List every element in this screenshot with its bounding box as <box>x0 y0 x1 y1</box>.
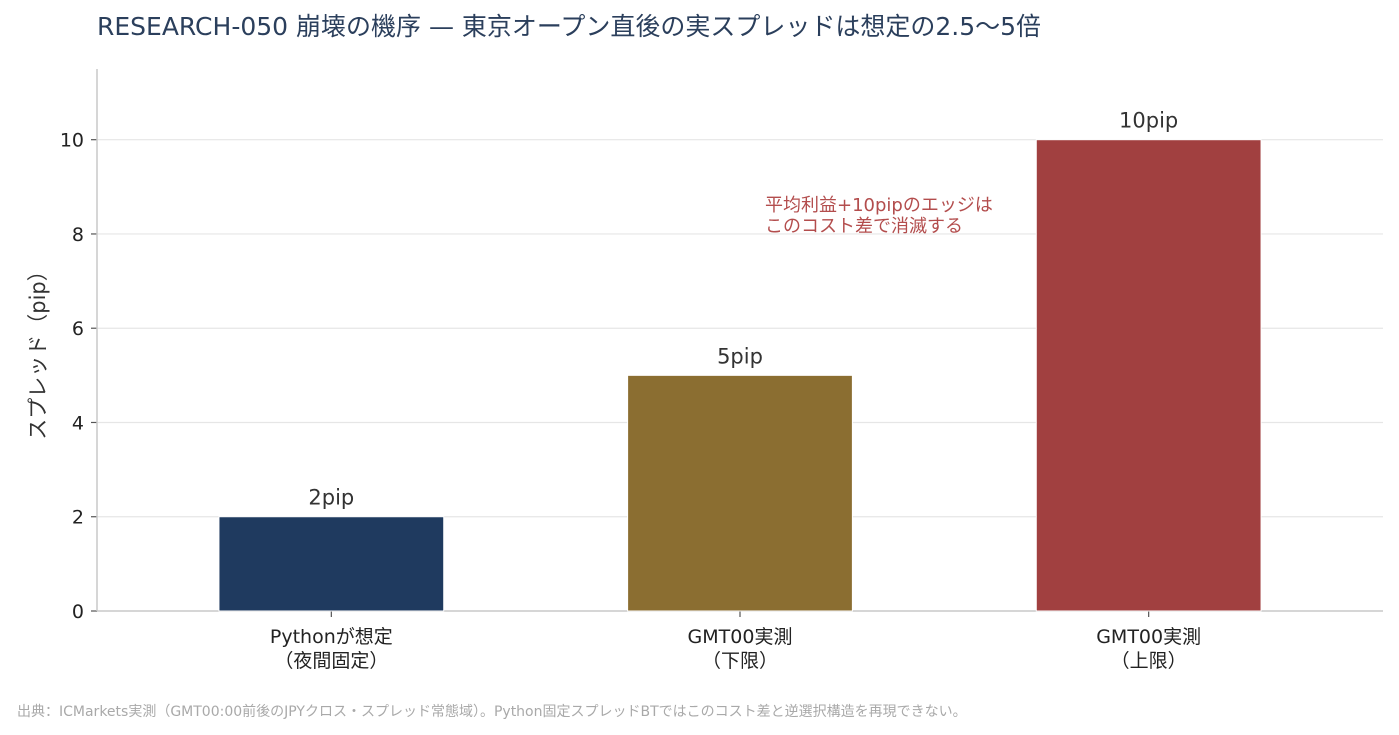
y-axis-label: スプレッド（pip） <box>26 260 50 440</box>
bars <box>218 139 1262 612</box>
y-tick-label: 4 <box>72 412 84 434</box>
x-tick-label: Pythonが想定（夜間固定） <box>270 626 393 672</box>
bar <box>218 516 445 612</box>
y-tick-label: 6 <box>72 318 84 340</box>
source-note: 出典：ICMarkets実測（GMT00:00前後のJPYクロス・スプレッド常態… <box>17 703 967 720</box>
bar-value-labels: 2pip 5pip 10pip <box>308 109 1178 510</box>
x-tick-label: GMT00実測（下限） <box>688 626 793 672</box>
bar-value-label: 10pip <box>1119 109 1178 133</box>
y-tick-label: 2 <box>72 507 84 529</box>
bar <box>1035 139 1262 612</box>
y-tick-label: 8 <box>72 224 84 246</box>
y-tick-label: 10 <box>60 130 84 152</box>
bar-value-label: 2pip <box>308 486 354 510</box>
tick-labels: 0 2 4 6 8 10 Pythonが想定（夜間固定） GMT00実測（下限） GMT00実測… <box>60 130 1201 672</box>
x-tick-label: GMT00実測（上限） <box>1096 626 1201 672</box>
annotation-text: 平均利益+10pipのエッジはこのコスト差で消滅する <box>765 195 993 237</box>
bar <box>627 374 853 612</box>
chart-title: RESEARCH-050 崩壊の機序 — 東京オープン直後の実スプレッドは想定の… <box>97 12 1041 41</box>
bar-value-label: 5pip <box>717 344 763 368</box>
y-tick-label: 0 <box>72 601 84 623</box>
